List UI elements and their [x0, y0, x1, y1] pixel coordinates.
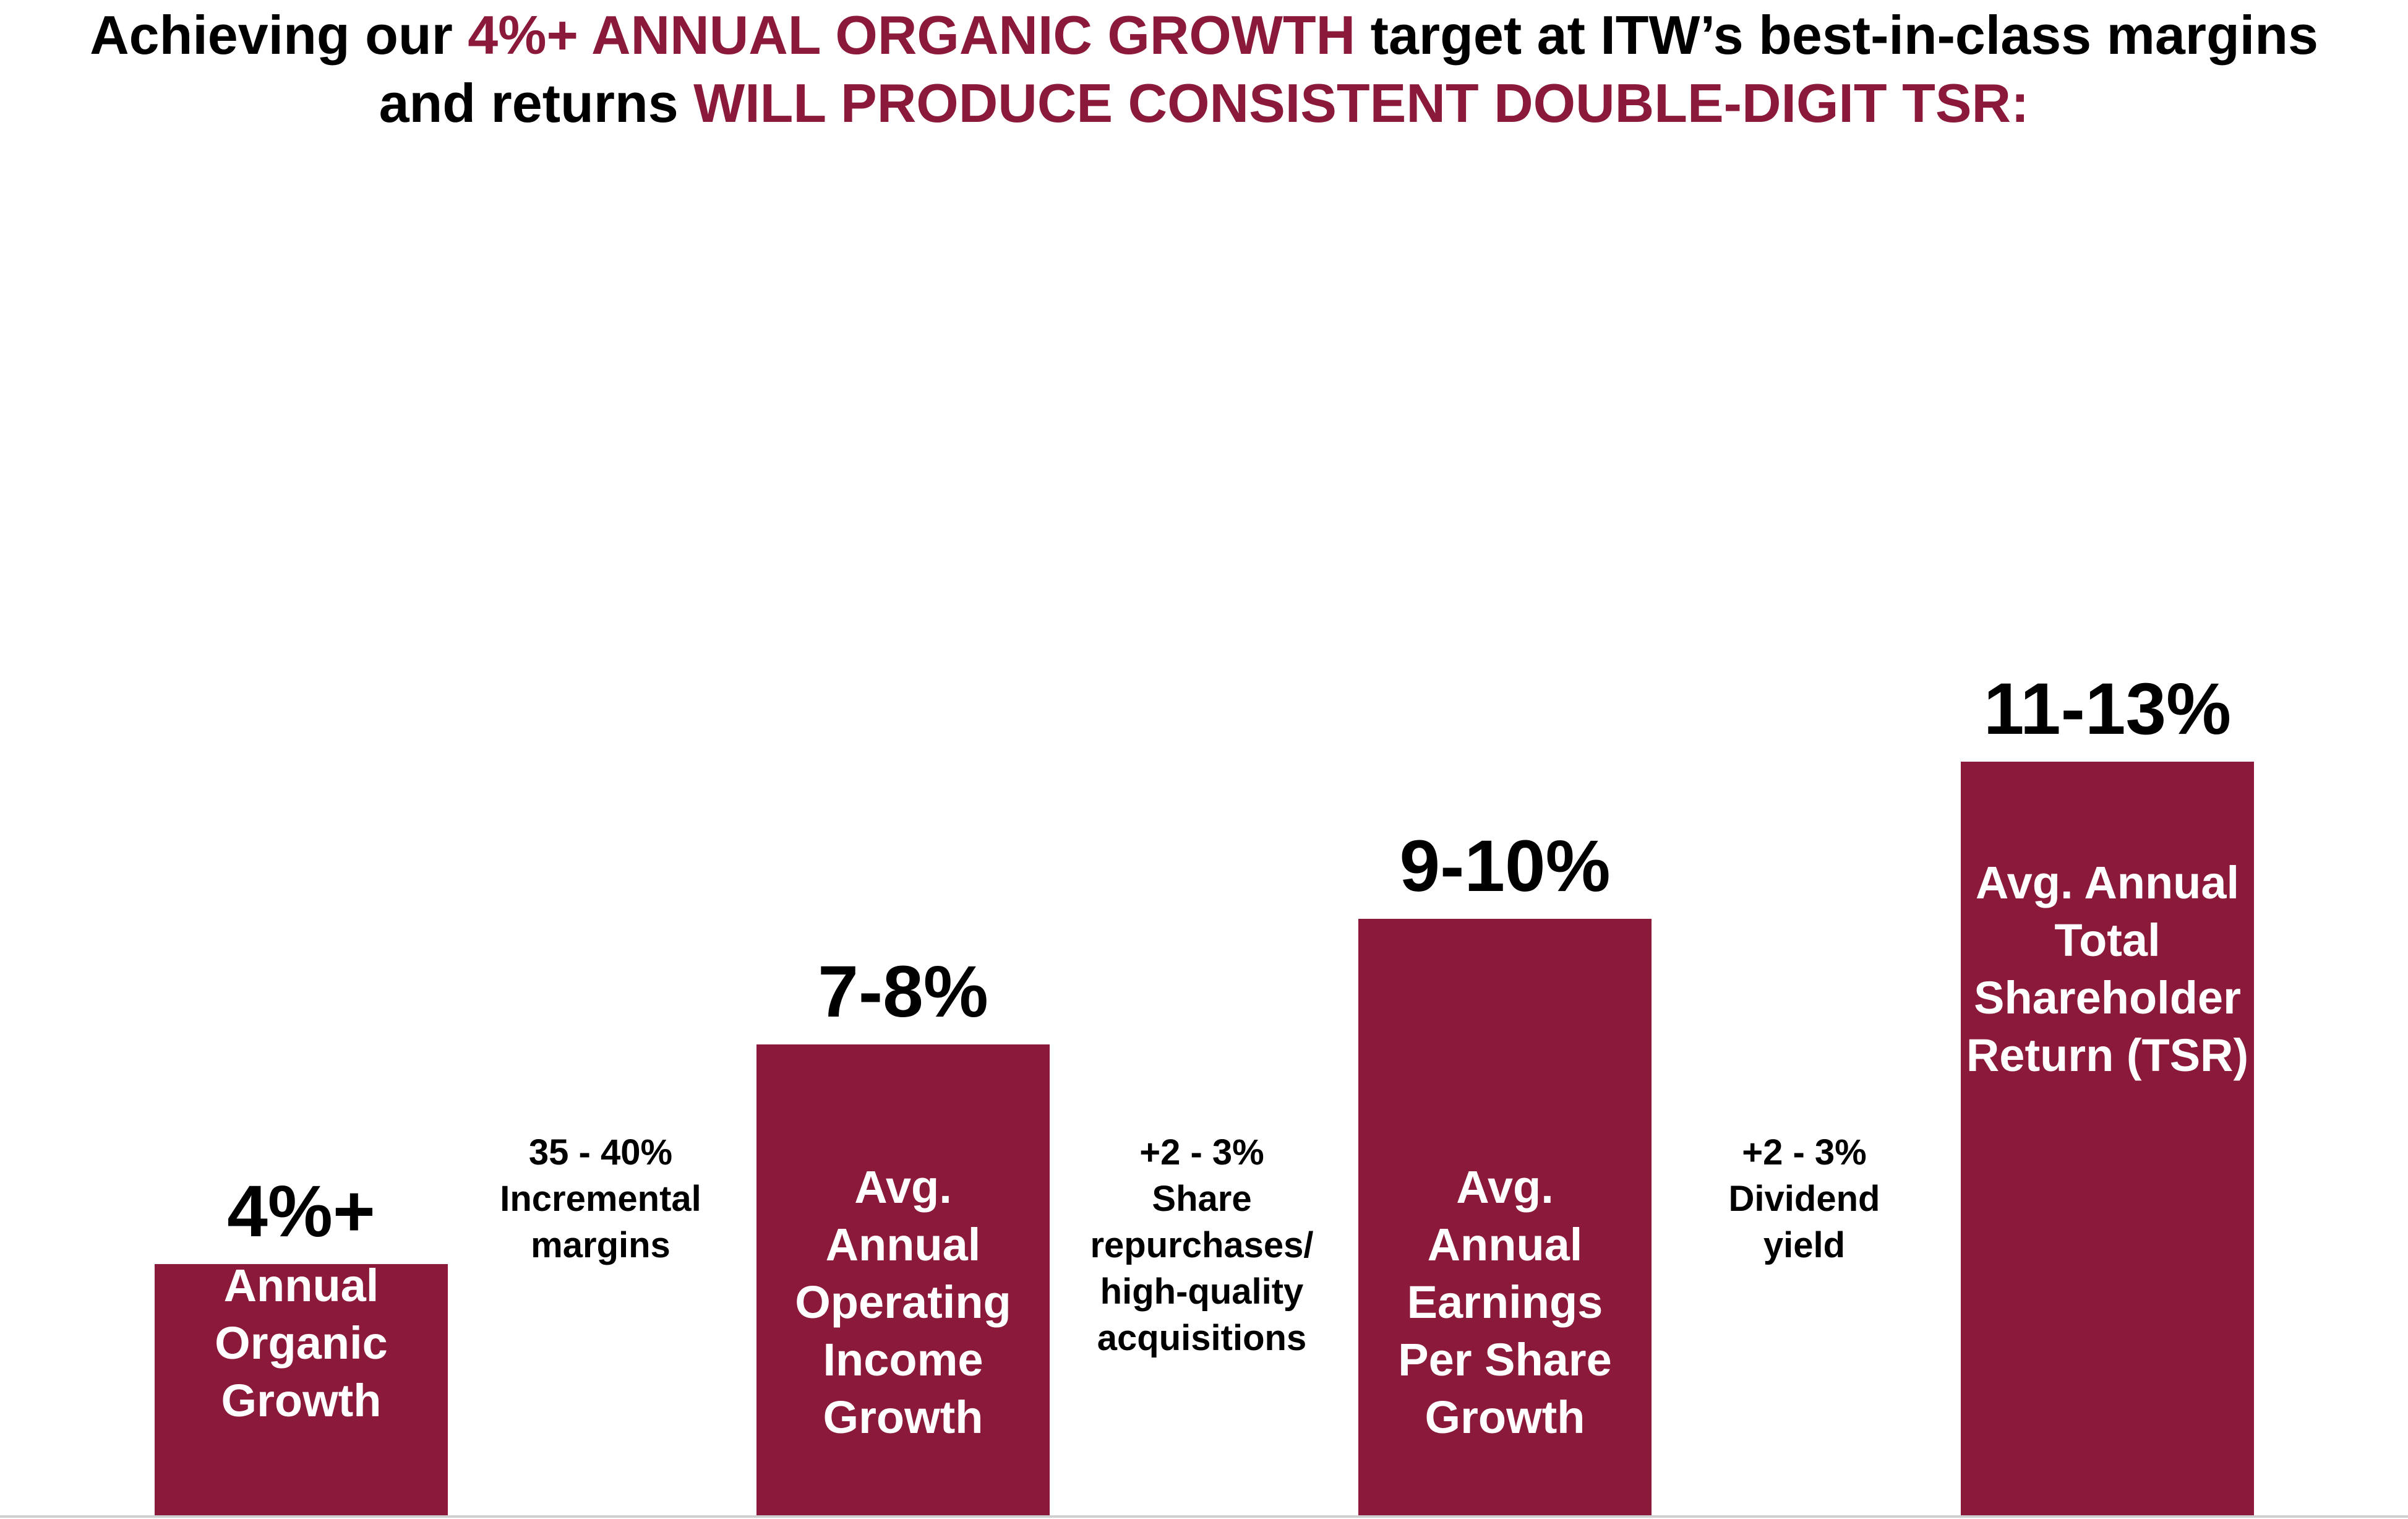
step-annotation-line: Dividend — [1728, 1179, 1880, 1219]
bar-category-label: Avg. Annual Organic Growth — [142, 1199, 460, 1429]
title-line-2-emphasis: WILL PRODUCE CONSISTENT DOUBLE-DIGIT TSR… — [693, 72, 2029, 134]
bar-value-label: 9-10% — [1399, 825, 1611, 907]
step-annotation-line: Incremental — [500, 1179, 701, 1219]
step-annotation-line: Share — [1152, 1179, 1252, 1219]
bar-category-label: Avg. Annual Total Shareholder Return (TSR) — [1948, 854, 2266, 1084]
title-line-2: and returns WILL PRODUCE CONSISTENT DOUB… — [0, 69, 2408, 137]
bar-category-label-line: Earnings — [1407, 1276, 1603, 1328]
bar-value-label: 4%+ — [227, 1171, 375, 1252]
bar-category-label-line: Avg. — [854, 1161, 952, 1213]
bar-category-label-line: Annual — [825, 1218, 981, 1270]
bar-category-label-line: Operating — [795, 1276, 1011, 1328]
bar-category-label-line: Annual — [223, 1260, 379, 1311]
bar-2: Avg. Annual Operating Income Growth — [756, 1044, 1050, 1515]
bar-category-label-line: Total — [2054, 914, 2161, 966]
bar-category-label: Avg. Annual Earnings Per Share Growth — [1346, 1158, 1664, 1446]
title-line-1-emphasis: 4%+ ANNUAL ORGANIC GROWTH — [468, 4, 1356, 66]
step-annotation-line: repurchases/ — [1090, 1225, 1314, 1265]
bar-category-label-line: Annual — [1427, 1218, 1583, 1270]
step-annotation-line: yield — [1763, 1225, 1846, 1265]
step-annotation-line: high-quality — [1100, 1272, 1304, 1312]
step-annotation-line: +2 - 3% — [1139, 1132, 1264, 1173]
bar-category-label-line: Per Share — [1398, 1333, 1612, 1385]
bar-category-label-line: Avg. — [252, 1202, 350, 1254]
bar-value-label: 11-13% — [1983, 668, 2232, 750]
bar-category-label-line: Growth — [1425, 1391, 1585, 1443]
bar-category-label-line: Avg. — [1456, 1161, 1554, 1213]
chart-title: Achieving our 4%+ ANNUAL ORGANIC GROWTH … — [0, 0, 2408, 137]
title-line-1-start: Achieving our — [90, 4, 468, 66]
bar-category-label: Avg. Annual Operating Income Growth — [744, 1158, 1062, 1446]
title-line-1: Achieving our 4%+ ANNUAL ORGANIC GROWTH … — [0, 1, 2408, 69]
bar-category-label-line: Organic — [215, 1317, 388, 1369]
title-line-1-end: target at ITW’s best-in-class margins — [1355, 4, 2318, 66]
bar-value-label: 7-8% — [818, 951, 988, 1033]
step-annotation-line: 35 - 40% — [528, 1132, 673, 1173]
bar-3: Avg. Annual Earnings Per Share Growth — [1358, 919, 1652, 1515]
step-annotation-2: +2 - 3% Share repurchases/high-quality acqu… — [1047, 1129, 1356, 1361]
step-annotation-line: acquisitions — [1097, 1318, 1307, 1358]
step-annotation-3: +2 - 3% Dividend yield — [1650, 1129, 1959, 1268]
title-line-2-start: and returns — [379, 72, 694, 134]
bar-category-label-line: Avg. Annual — [1975, 857, 2240, 908]
bar-category-label-line: Return (TSR) — [1966, 1030, 2249, 1081]
bar-category-label-line: Income — [823, 1333, 983, 1385]
chart-baseline — [0, 1515, 2408, 1518]
bar-category-label-line: Growth — [823, 1391, 983, 1443]
bar-1: Avg. Annual Organic Growth — [155, 1202, 448, 1515]
step-annotation-line: +2 - 3% — [1742, 1132, 1867, 1173]
bar-category-label-line: Shareholder — [1974, 972, 2241, 1023]
bar-category-label-line: Growth — [221, 1375, 382, 1426]
step-annotation-1: 35 - 40% Incremental margins — [446, 1129, 755, 1268]
step-annotation-line: margins — [531, 1225, 671, 1265]
bar-4: Avg. Annual Total Shareholder Return (TSR) — [1961, 762, 2254, 1515]
